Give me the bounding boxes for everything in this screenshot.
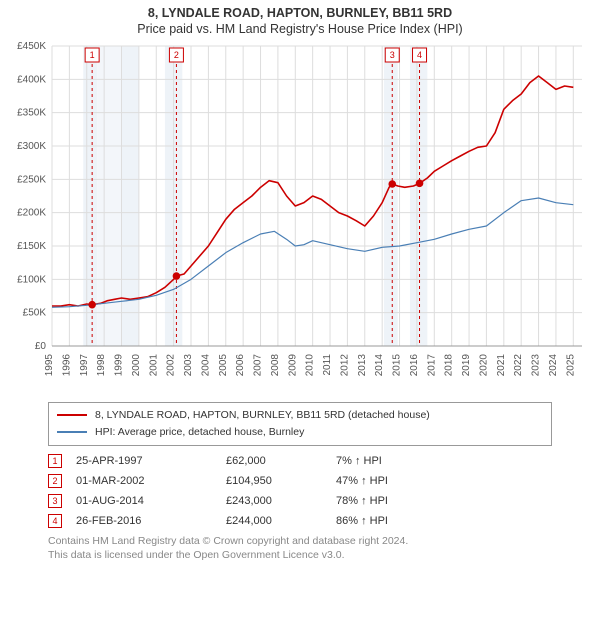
event-delta: 7% ↑ HPI [336, 455, 446, 467]
svg-text:2006: 2006 [235, 354, 246, 377]
legend: 8, LYNDALE ROAD, HAPTON, BURNLEY, BB11 5… [48, 402, 552, 446]
svg-text:4: 4 [417, 50, 422, 60]
svg-text:2001: 2001 [148, 354, 159, 377]
svg-text:2018: 2018 [444, 354, 455, 377]
svg-text:2002: 2002 [166, 354, 177, 377]
svg-text:£300K: £300K [17, 141, 46, 152]
event-delta: 78% ↑ HPI [336, 495, 446, 507]
sale-event-row: 3 01-AUG-2014£243,00078% ↑ HPI [48, 494, 552, 508]
svg-text:2003: 2003 [183, 354, 194, 377]
footer-attribution: Contains HM Land Registry data © Crown c… [48, 534, 552, 563]
svg-text:2004: 2004 [200, 354, 211, 377]
svg-text:£100K: £100K [17, 274, 46, 285]
event-delta: 86% ↑ HPI [336, 515, 446, 527]
svg-text:2010: 2010 [305, 354, 316, 377]
chart-area: £0 £50K £100K £150K £200K £250K £300K £350K £400… [0, 36, 600, 396]
event-marker: 1 [48, 454, 62, 468]
svg-text:2022: 2022 [513, 354, 524, 377]
sale-event-row: 1 25-APR-1997£62,0007% ↑ HPI [48, 454, 552, 468]
legend-row: HPI: Average price, detached house, Burn… [57, 424, 543, 441]
svg-text:2011: 2011 [322, 354, 333, 376]
legend-swatch [57, 431, 87, 433]
svg-text:£350K: £350K [17, 108, 46, 119]
svg-text:£0: £0 [35, 341, 47, 352]
svg-text:2015: 2015 [392, 354, 403, 377]
svg-text:2019: 2019 [461, 354, 472, 377]
svg-text:£400K: £400K [17, 74, 46, 85]
svg-text:2: 2 [174, 50, 179, 60]
event-delta: 47% ↑ HPI [336, 475, 446, 487]
svg-text:1998: 1998 [96, 354, 107, 377]
svg-text:2017: 2017 [426, 354, 437, 377]
svg-text:2021: 2021 [496, 354, 507, 377]
svg-text:2005: 2005 [218, 354, 229, 377]
sale-event-row: 4 26-FEB-2016£244,00086% ↑ HPI [48, 514, 552, 528]
chart-titles: 8, LYNDALE ROAD, HAPTON, BURNLEY, BB11 5… [0, 0, 600, 36]
svg-text:£250K: £250K [17, 174, 46, 185]
svg-text:1996: 1996 [61, 354, 72, 377]
event-date: 01-AUG-2014 [76, 495, 226, 507]
svg-text:£200K: £200K [17, 208, 46, 219]
title-sub: Price paid vs. HM Land Registry's House … [0, 22, 600, 36]
title-main: 8, LYNDALE ROAD, HAPTON, BURNLEY, BB11 5… [0, 6, 600, 20]
legend-label: 8, LYNDALE ROAD, HAPTON, BURNLEY, BB11 5… [95, 407, 430, 424]
price-chart-svg: £0 £50K £100K £150K £200K £250K £300K £350K £400… [0, 36, 600, 396]
event-date: 26-FEB-2016 [76, 515, 226, 527]
event-marker: 2 [48, 474, 62, 488]
event-date: 01-MAR-2002 [76, 475, 226, 487]
legend-swatch [57, 414, 87, 416]
svg-text:2020: 2020 [478, 354, 489, 377]
sale-event-row: 2 01-MAR-2002£104,95047% ↑ HPI [48, 474, 552, 488]
svg-text:2024: 2024 [548, 354, 559, 377]
footer-line-1: Contains HM Land Registry data © Crown c… [48, 534, 552, 549]
svg-text:2007: 2007 [253, 354, 264, 377]
svg-text:2025: 2025 [565, 354, 576, 377]
event-price: £244,000 [226, 515, 336, 527]
legend-label: HPI: Average price, detached house, Burn… [95, 424, 304, 441]
sale-events-table: 125-APR-1997£62,0007% ↑ HPI201-MAR-2002£… [48, 454, 552, 528]
svg-text:2009: 2009 [287, 354, 298, 377]
event-price: £243,000 [226, 495, 336, 507]
svg-text:1: 1 [90, 50, 95, 60]
svg-text:£450K: £450K [17, 41, 46, 52]
svg-text:2023: 2023 [531, 354, 542, 377]
svg-text:£150K: £150K [17, 241, 46, 252]
event-price: £104,950 [226, 475, 336, 487]
svg-text:£50K: £50K [23, 308, 47, 319]
svg-text:2000: 2000 [131, 354, 142, 377]
svg-text:2013: 2013 [357, 354, 368, 377]
svg-text:3: 3 [390, 50, 395, 60]
event-marker: 3 [48, 494, 62, 508]
event-price: £62,000 [226, 455, 336, 467]
svg-text:2014: 2014 [374, 354, 385, 377]
svg-text:1999: 1999 [114, 354, 125, 377]
event-date: 25-APR-1997 [76, 455, 226, 467]
event-marker: 4 [48, 514, 62, 528]
footer-line-2: This data is licensed under the Open Gov… [48, 548, 552, 563]
svg-text:2016: 2016 [409, 354, 420, 377]
svg-text:1997: 1997 [79, 354, 90, 377]
svg-text:1995: 1995 [44, 354, 55, 377]
svg-text:2012: 2012 [339, 354, 350, 377]
svg-text:2008: 2008 [270, 354, 281, 377]
legend-row: 8, LYNDALE ROAD, HAPTON, BURNLEY, BB11 5… [57, 407, 543, 424]
